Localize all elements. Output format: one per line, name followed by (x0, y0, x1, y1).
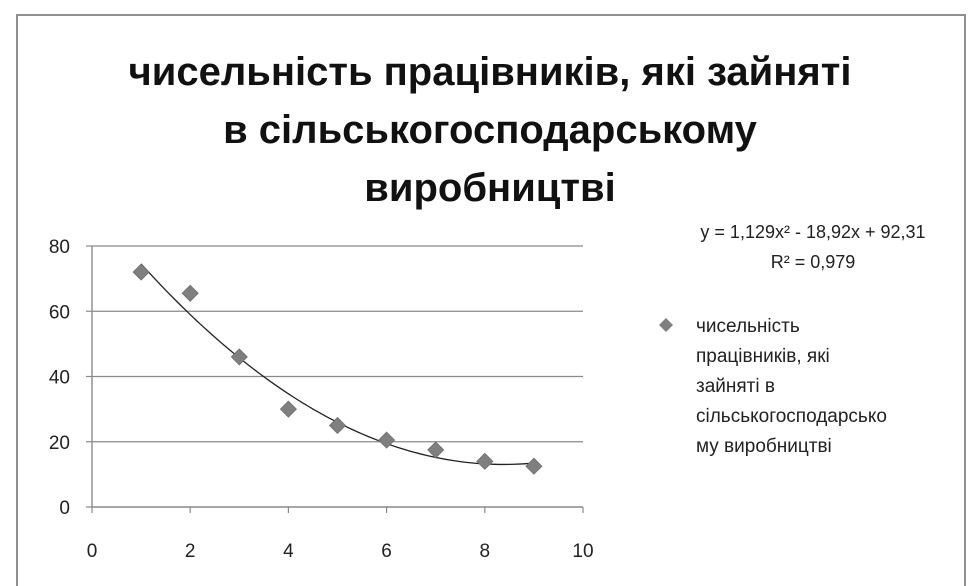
chart-title-line-3: виробництві (364, 166, 615, 210)
chart-title: чисельність працівників, які зайняті в с… (129, 50, 852, 210)
x-tick-labels: 0 2 4 6 8 10 (87, 541, 594, 562)
y-tick-labels: 0 20 40 60 80 (49, 237, 70, 519)
trendline-equation: y = 1,129x² - 18,92x + 92,31 R² = 0,979 (700, 222, 925, 272)
axes (86, 245, 584, 513)
data-point-3 (230, 348, 248, 366)
legend-label-line-3: зайняті в (696, 376, 775, 397)
x-tick-label-4: 4 (283, 541, 294, 562)
data-point-5 (328, 416, 347, 435)
y-tick-label-60: 60 (49, 302, 70, 323)
data-point-9 (525, 457, 543, 475)
data-point-8 (476, 452, 494, 470)
gridlines (92, 245, 583, 443)
trendline-path (140, 263, 534, 466)
y-tick-label-80: 80 (49, 237, 70, 258)
r-squared-label: R² = 0,979 (771, 252, 856, 272)
equation-label: y = 1,129x² - 18,92x + 92,31 (700, 222, 925, 242)
legend-label-line-1: чисельність (696, 316, 800, 337)
x-tick-label-8: 8 (480, 541, 491, 562)
x-tick-label-2: 2 (185, 541, 196, 562)
x-tick-label-6: 6 (381, 541, 392, 562)
data-point-7 (427, 441, 445, 459)
y-tick-label-40: 40 (49, 368, 70, 389)
chart-title-line-1: чисельність працівників, які зайняті (129, 50, 852, 94)
data-points (132, 263, 543, 475)
data-point-2 (181, 284, 199, 302)
legend-marker-icon (659, 318, 673, 332)
data-point-1 (132, 263, 150, 281)
chart-frame (16, 14, 966, 586)
y-tick-label-20: 20 (49, 433, 70, 454)
y-tick-label-0: 0 (59, 498, 70, 519)
x-tick-label-0: 0 (87, 541, 98, 562)
chart-title-line-2: в сільськогосподарському (223, 108, 758, 152)
legend-label-line-2: працівників, які (696, 346, 830, 367)
data-point-6 (378, 431, 396, 449)
legend: чисельність працівників, які зайняті в с… (659, 316, 887, 457)
trendline (140, 263, 534, 466)
legend-label-line-4: сільськогосподарсько (696, 406, 887, 427)
x-tick-label-10: 10 (572, 541, 593, 562)
data-point-4 (279, 400, 297, 418)
legend-label-line-5: му виробництві (696, 436, 832, 457)
